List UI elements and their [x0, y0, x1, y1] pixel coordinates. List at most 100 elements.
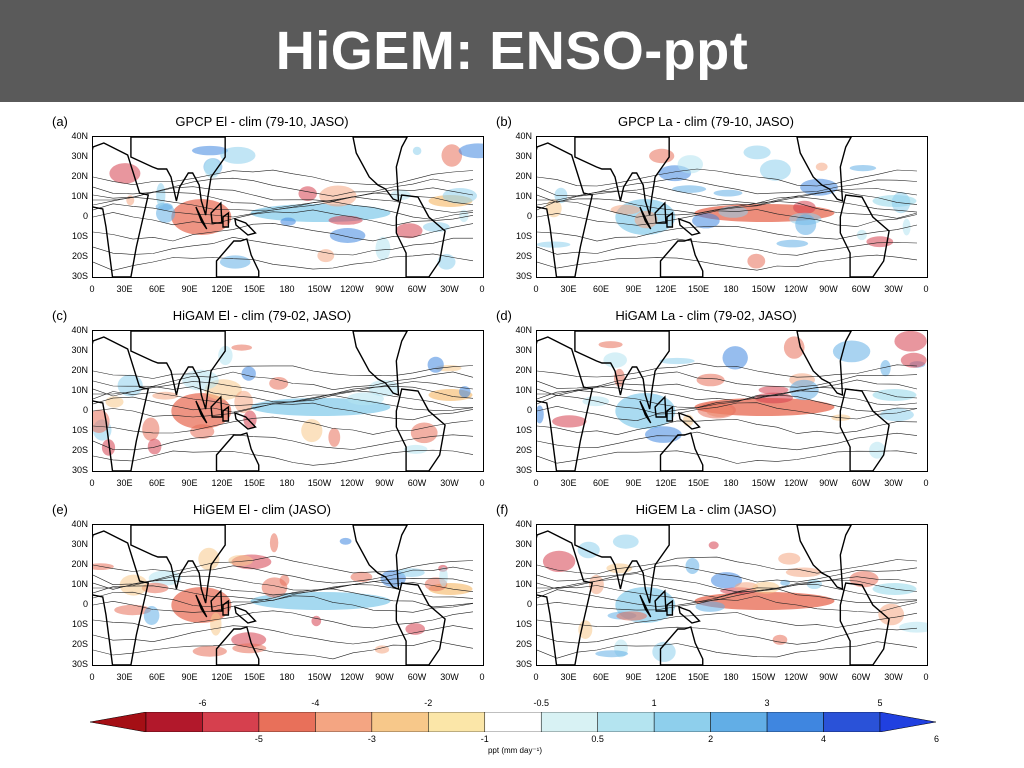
precip-anomaly-patch — [878, 603, 905, 626]
lat-tick-label: 30S — [71, 271, 88, 281]
climatology-contour — [93, 186, 474, 202]
lat-tick-label: 30N — [71, 539, 88, 549]
climatology-contour — [93, 209, 474, 226]
precip-anomaly-patch — [404, 444, 428, 454]
lat-tick-label: 40N — [71, 131, 88, 141]
coastline — [395, 388, 446, 471]
lat-tick-label: 30S — [71, 659, 88, 669]
panel-title: HiGAM La - clim (79-02, JASO) — [615, 308, 797, 323]
climatology-contour — [537, 200, 918, 219]
colorbar-segment — [823, 712, 881, 732]
precip-anomaly-patch — [219, 255, 251, 269]
lon-tick-label: 180 — [279, 284, 295, 294]
lon-tick-label: 150E — [687, 478, 710, 488]
precip-anomaly-patch — [156, 183, 166, 207]
coastline — [210, 589, 223, 612]
lat-tick-label: 10S — [71, 231, 88, 241]
map-panel: (a) GPCP El - clim (79-10, JASO) 40N 30N 20N… — [12, 114, 485, 304]
lon-tick-label: 180 — [279, 478, 295, 488]
lat-tick-label: 10S — [515, 231, 532, 241]
coastline — [234, 411, 257, 430]
lon-tick-label: 0 — [923, 672, 929, 682]
precip-anomaly-patch — [815, 162, 828, 171]
lon-tick-label: 90E — [181, 478, 198, 488]
precip-anomaly-patch — [328, 215, 363, 225]
climatology-contour — [537, 196, 918, 214]
lat-tick-label: 10N — [71, 579, 88, 589]
lon-tick-label: 90W — [819, 284, 838, 294]
coastline — [574, 331, 670, 410]
coastline — [234, 605, 257, 624]
climatology-contour — [93, 177, 474, 197]
lat-tick-label: 10S — [515, 619, 532, 629]
precip-anomaly-patch — [405, 623, 426, 635]
climatology-contour — [537, 379, 918, 399]
climatology-contour — [537, 209, 918, 227]
coastline — [234, 217, 257, 236]
precip-anomaly-patch — [328, 427, 341, 447]
climatology-contour — [537, 641, 918, 659]
climatology-contour — [93, 385, 474, 403]
climatology-contour — [93, 625, 474, 645]
lon-tick-label: 30W — [440, 284, 459, 294]
map-frame — [536, 136, 928, 278]
title-bar: HiGEM: ENSO-ppt — [0, 0, 1024, 102]
coastline — [839, 194, 890, 277]
climatology-contour — [93, 595, 474, 613]
map-frame — [92, 136, 484, 278]
precip-anomaly-patch — [182, 369, 219, 391]
precip-anomaly-patch — [442, 188, 477, 204]
lon-tick-label: 0 — [533, 284, 539, 294]
map-panel: (e) HiGEM El - clim (JASO) 40N 30N 20N 10N 0 10… — [12, 502, 485, 692]
lat-tick-label: 20S — [71, 445, 88, 455]
precip-anomaly-patch — [894, 331, 927, 352]
lat-tick-label: 20N — [71, 365, 88, 375]
precip-anomaly-patch — [734, 582, 759, 592]
climatology-contour — [537, 168, 918, 187]
precip-anomaly-patch — [339, 537, 352, 545]
precip-map — [537, 137, 918, 277]
climatology-contour — [537, 186, 918, 204]
climatology-contour — [93, 169, 474, 186]
climatology-contour — [93, 434, 474, 451]
lon-tick-label: 150W — [751, 672, 776, 682]
lon-tick-label: 30E — [116, 672, 133, 682]
coastline — [537, 530, 594, 665]
coastline — [395, 582, 446, 665]
climatology-contour — [93, 253, 474, 271]
coastline — [130, 331, 226, 410]
precip-anomaly-patch — [375, 236, 391, 261]
lon-tick-label: 0 — [479, 478, 485, 488]
lon-tick-label: 150E — [243, 478, 266, 488]
coastline — [222, 405, 230, 422]
precip-anomaly-patch — [899, 621, 927, 633]
colorbar-segment — [428, 712, 486, 732]
precip-anomaly-patch — [204, 158, 221, 179]
climatology-contour — [537, 595, 918, 613]
coastline — [639, 594, 652, 618]
lon-tick-label: 60E — [592, 478, 609, 488]
coastline — [93, 530, 150, 665]
lon-tick-label: 60E — [592, 284, 609, 294]
coastline — [537, 142, 594, 277]
lon-tick-label: 120E — [211, 284, 233, 294]
lat-tick-label: 30N — [71, 345, 88, 355]
climatology-contour — [537, 362, 918, 378]
lon-tick-label: 0 — [89, 478, 95, 488]
panel-title: HiGEM El - clim (JASO) — [193, 502, 331, 517]
coastline — [130, 525, 226, 604]
precip-anomaly-patch — [142, 417, 160, 441]
precip-anomaly-patch — [346, 392, 384, 406]
lon-tick-label: 60E — [148, 284, 165, 294]
coastline — [666, 211, 674, 228]
lon-tick-label: 60W — [851, 478, 871, 488]
colorbar-tick-label-top: -0.5 — [533, 698, 549, 708]
precip-anomaly-patch — [542, 550, 576, 572]
lon-tick-label: 0 — [479, 672, 485, 682]
coastline — [659, 238, 704, 277]
precip-anomaly-patch — [143, 606, 160, 625]
map-panel: (b) GPCP La - clim (79-10, JASO) 40N 30N 20N… — [456, 114, 929, 304]
climatology-contour — [93, 588, 474, 608]
lon-tick-label: 150E — [687, 672, 710, 682]
precip-anomaly-patch — [329, 228, 366, 243]
